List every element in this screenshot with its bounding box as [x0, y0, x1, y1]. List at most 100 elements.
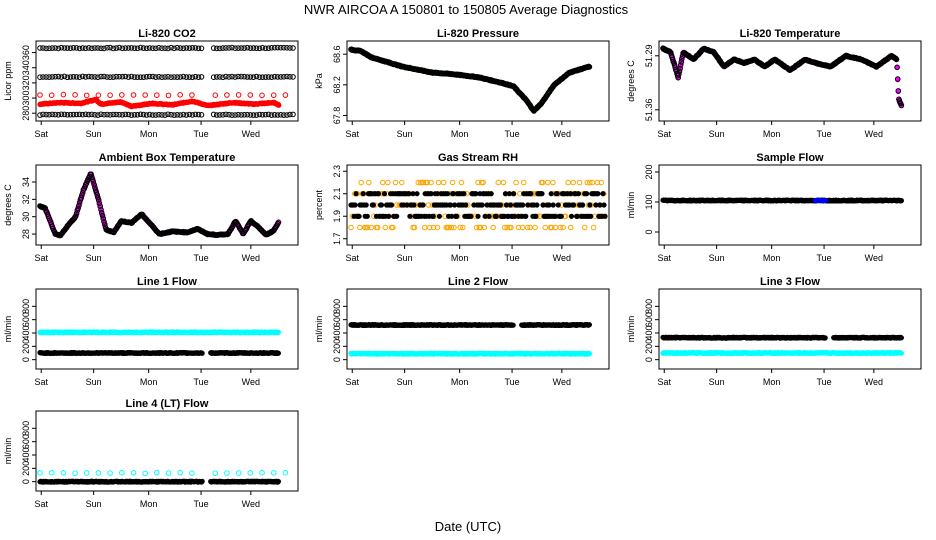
data-point: [52, 111, 59, 118]
data-point: [281, 44, 287, 51]
x-tick-label: Mon: [763, 253, 781, 263]
data-point: [550, 202, 556, 208]
data-point: [134, 45, 141, 52]
data-point: [426, 224, 433, 231]
data-point: [101, 111, 107, 118]
data-point: [259, 92, 265, 99]
data-point: [107, 44, 113, 51]
data-point: [570, 202, 577, 208]
data-point: [480, 179, 486, 186]
plot-frame: [346, 164, 610, 246]
y-tick-label: 0: [21, 357, 31, 362]
data-point: [602, 213, 608, 219]
data-point: [89, 176, 96, 183]
data-point: [189, 45, 196, 51]
data-point: [48, 92, 55, 98]
data-point: [137, 74, 144, 80]
data-point: [130, 92, 137, 98]
data-point: [250, 45, 257, 51]
data-point: [250, 112, 257, 118]
data-point: [92, 184, 98, 191]
data-point: [244, 74, 251, 80]
x-tick-label: Tue: [504, 377, 519, 387]
panel-title: Line 2 Flow: [448, 276, 508, 288]
data-point: [198, 112, 205, 118]
data-point: [411, 224, 418, 231]
y-tick-label: 34: [21, 177, 31, 187]
x-tick-label: Sat: [345, 377, 359, 387]
data-point: [247, 92, 254, 98]
data-point: [545, 179, 551, 186]
data-point: [241, 112, 247, 118]
data-point: [284, 73, 290, 80]
data-point: [107, 74, 113, 80]
data-point: [43, 45, 49, 52]
data-point: [95, 197, 102, 203]
data-point: [274, 44, 281, 51]
data-point: [575, 191, 582, 197]
data-point: [676, 71, 682, 78]
data-point: [156, 45, 162, 51]
data-point: [70, 45, 77, 51]
data-point: [232, 45, 238, 52]
data-point: [100, 215, 106, 222]
data-point: [497, 202, 504, 208]
data-point: [548, 191, 554, 197]
x-tick-label: Mon: [763, 129, 781, 139]
data-point: [198, 74, 205, 80]
data-point: [177, 112, 183, 118]
data-point: [590, 224, 597, 231]
data-point: [210, 74, 217, 80]
data-point: [430, 213, 436, 219]
x-tick-label: Tue: [816, 253, 831, 263]
data-point: [177, 45, 183, 51]
data-point: [579, 202, 586, 208]
data-point: [143, 45, 150, 52]
data-point: [101, 45, 107, 52]
x-tick-label: Tue: [504, 253, 519, 263]
data-point: [235, 111, 241, 118]
data-point: [177, 74, 183, 80]
data-point: [110, 74, 116, 80]
data-point: [468, 213, 474, 219]
data-point: [64, 74, 71, 81]
x-tick-label: Sat: [34, 377, 48, 387]
data-layer: [660, 197, 905, 204]
y-axis-label: ml/min: [626, 192, 636, 219]
data-point: [278, 112, 284, 118]
data-point: [198, 45, 205, 52]
data-point: [390, 224, 396, 231]
data-point: [183, 112, 190, 118]
x-tick-label: Sun: [709, 253, 725, 263]
y-axis-label: kPa: [314, 73, 324, 89]
x-tick-label: Tue: [816, 129, 831, 139]
data-point: [86, 111, 92, 118]
panel-title: Ambient Box Temperature: [99, 152, 236, 164]
data-point: [95, 45, 101, 51]
data-point: [43, 74, 49, 80]
x-tick-label: Wed: [553, 253, 571, 263]
data-point: [357, 224, 363, 231]
data-point: [73, 213, 79, 219]
data-point: [247, 45, 254, 51]
y-tick-label: 600: [332, 312, 342, 327]
data-point: [238, 73, 244, 80]
data-point: [290, 111, 296, 118]
data-point: [153, 45, 159, 52]
data-point: [385, 179, 391, 186]
y-tick-label: 400: [21, 325, 31, 340]
data-point: [76, 202, 82, 209]
data-point: [229, 73, 235, 80]
data-point: [256, 45, 263, 52]
data-point: [70, 111, 77, 118]
data-point: [125, 45, 132, 51]
data-point: [548, 224, 555, 231]
data-point: [94, 192, 100, 198]
data-point: [67, 45, 74, 52]
data-point: [61, 45, 68, 51]
data-point: [268, 74, 275, 80]
data-point: [165, 45, 171, 52]
y-axis-label: percent: [314, 189, 324, 220]
data-point: [358, 179, 365, 186]
data-point: [265, 74, 272, 80]
